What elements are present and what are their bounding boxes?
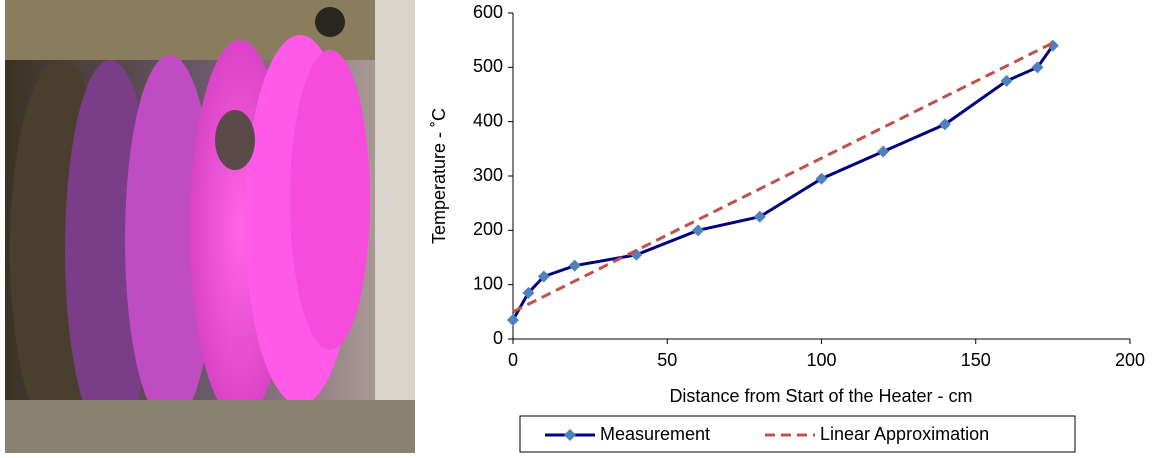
- x-tick-label: 50: [657, 350, 677, 370]
- legend-label: Linear Approximation: [820, 424, 989, 444]
- y-tick-label: 0: [493, 328, 503, 348]
- legend-label: Measurement: [600, 424, 710, 444]
- legend-box: [519, 415, 1076, 453]
- marker: [507, 313, 519, 326]
- x-tick-label: 100: [806, 350, 836, 370]
- marker: [938, 118, 951, 131]
- y-tick-label: 100: [473, 273, 503, 293]
- y-tick-label: 600: [473, 2, 503, 22]
- marker: [1046, 39, 1059, 52]
- photo: [5, 0, 415, 453]
- y-axis-label: Temperature - ˚C: [429, 108, 449, 244]
- y-tick-label: 300: [473, 165, 503, 185]
- y-tick-label: 500: [473, 56, 503, 76]
- marker: [537, 270, 550, 283]
- x-axis-label: Distance from Start of the Heater - cm: [669, 386, 972, 406]
- legend-marker: [564, 429, 576, 441]
- x-tick-label: 0: [508, 350, 518, 370]
- marker: [568, 259, 581, 272]
- x-tick-label: 200: [1115, 350, 1145, 370]
- marker: [753, 210, 766, 223]
- marker: [522, 286, 535, 299]
- series-line: [511, 44, 1055, 321]
- y-tick-label: 200: [473, 219, 503, 239]
- marker: [1031, 61, 1044, 74]
- y-tick-label: 400: [473, 110, 503, 130]
- marker: [1000, 74, 1013, 87]
- marker: [692, 224, 705, 237]
- marker: [815, 172, 828, 185]
- marker: [877, 145, 890, 158]
- series-line: [512, 41, 1054, 314]
- x-tick-label: 150: [961, 350, 991, 370]
